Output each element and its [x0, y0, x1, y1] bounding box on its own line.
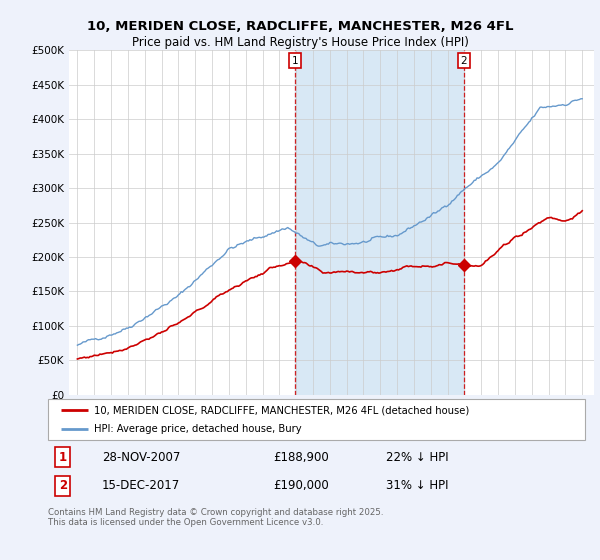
- Text: Contains HM Land Registry data © Crown copyright and database right 2025.
This d: Contains HM Land Registry data © Crown c…: [48, 508, 383, 528]
- Text: Price paid vs. HM Land Registry's House Price Index (HPI): Price paid vs. HM Land Registry's House …: [131, 36, 469, 49]
- Text: 31% ↓ HPI: 31% ↓ HPI: [386, 479, 449, 492]
- Text: £188,900: £188,900: [274, 451, 329, 464]
- Text: HPI: Average price, detached house, Bury: HPI: Average price, detached house, Bury: [94, 424, 301, 434]
- Text: £190,000: £190,000: [274, 479, 329, 492]
- Bar: [295, 50, 464, 395]
- Text: 22% ↓ HPI: 22% ↓ HPI: [386, 451, 449, 464]
- Text: 1: 1: [59, 451, 67, 464]
- Text: 2: 2: [460, 55, 467, 66]
- Text: 15-DEC-2017: 15-DEC-2017: [102, 479, 180, 492]
- Text: 2: 2: [59, 479, 67, 492]
- Text: 1: 1: [292, 55, 298, 66]
- Text: 10, MERIDEN CLOSE, RADCLIFFE, MANCHESTER, M26 4FL (detached house): 10, MERIDEN CLOSE, RADCLIFFE, MANCHESTER…: [94, 405, 469, 415]
- Text: 28-NOV-2007: 28-NOV-2007: [102, 451, 180, 464]
- FancyBboxPatch shape: [48, 399, 585, 440]
- Text: 10, MERIDEN CLOSE, RADCLIFFE, MANCHESTER, M26 4FL: 10, MERIDEN CLOSE, RADCLIFFE, MANCHESTER…: [87, 20, 513, 32]
